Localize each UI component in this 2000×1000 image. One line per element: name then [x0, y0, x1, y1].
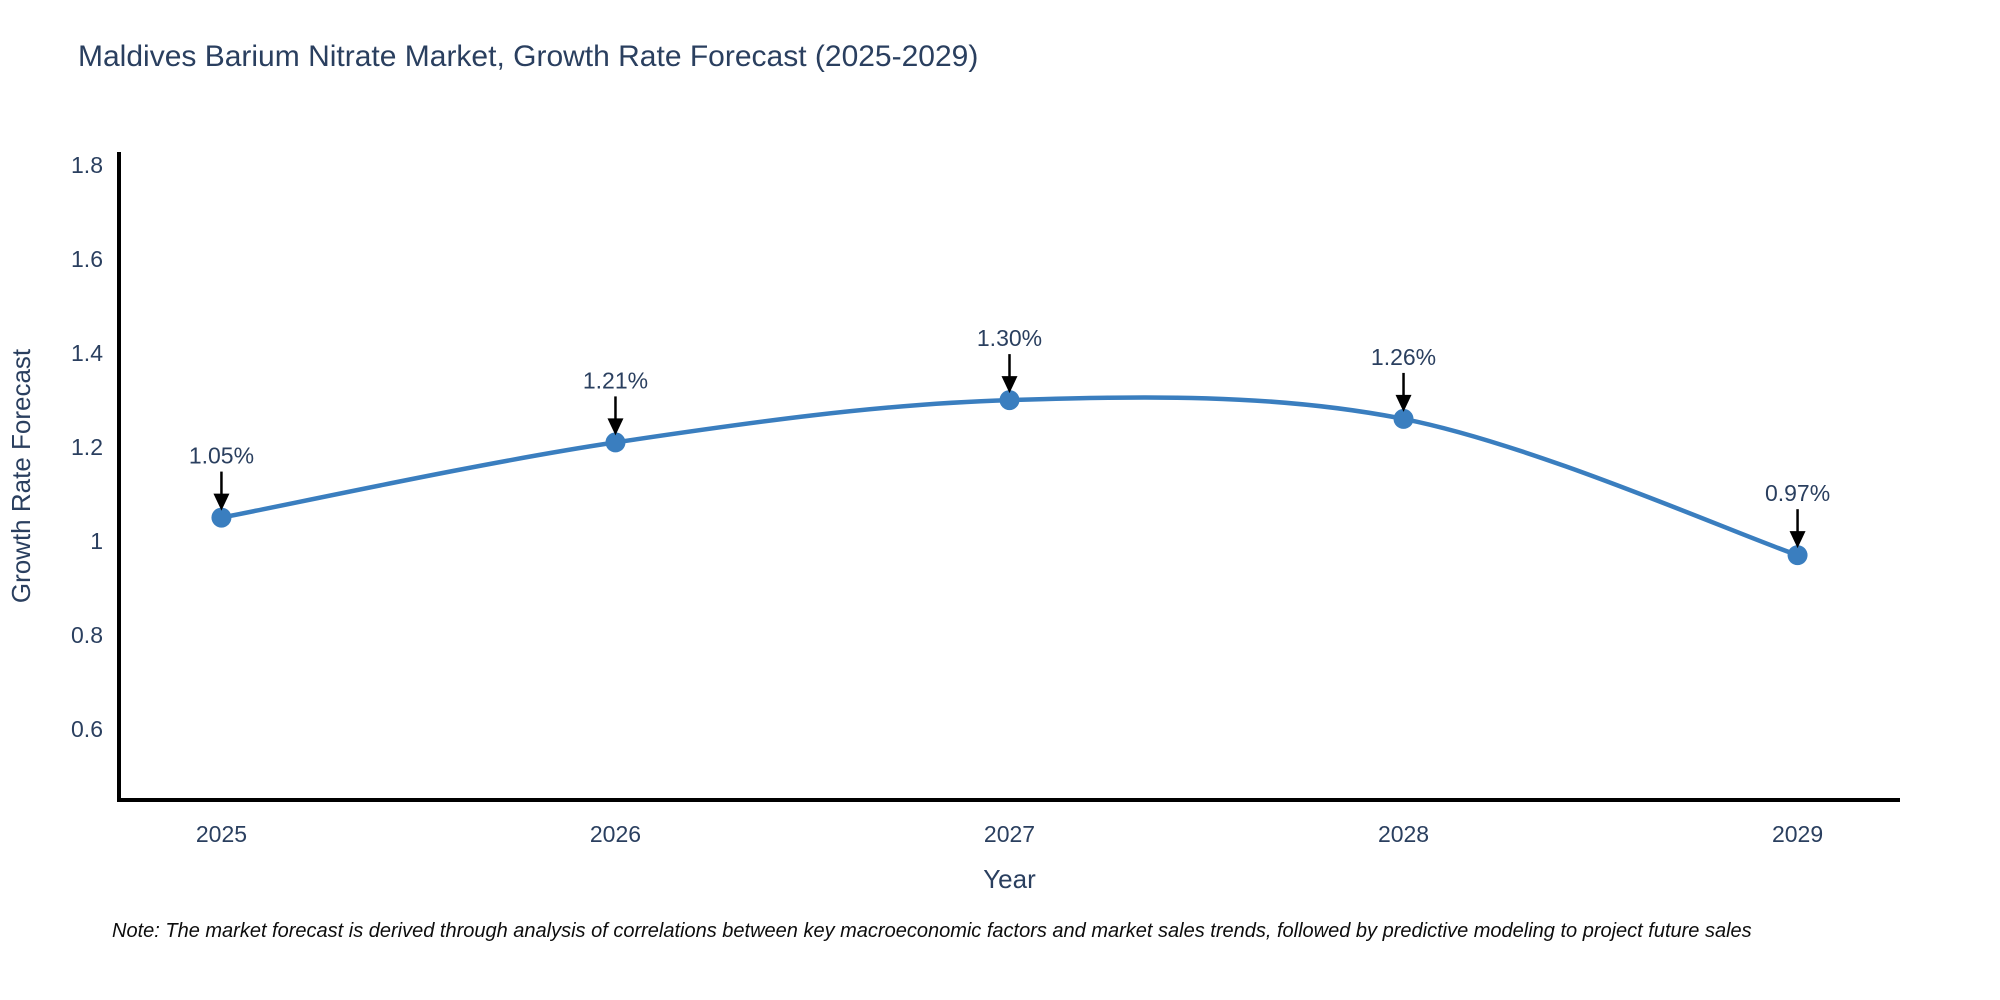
y-axis-title: Growth Rate Forecast: [6, 348, 36, 603]
chart-title: Maldives Barium Nitrate Market, Growth R…: [78, 40, 979, 73]
data-point-marker: [999, 390, 1020, 411]
y-tick-label: 0.8: [71, 622, 103, 648]
data-point-marker: [1787, 545, 1808, 566]
data-point-label: 1.26%: [1371, 344, 1436, 370]
x-tick-label: 2028: [1378, 821, 1429, 847]
annotation-arrowhead: [1001, 376, 1018, 394]
footnote: Note: The market forecast is derived thr…: [112, 920, 1752, 942]
data-point-label: 1.05%: [189, 443, 254, 469]
trend-line: [219, 395, 1800, 558]
data-point-marker: [1393, 408, 1414, 429]
data-point-label: 1.21%: [583, 367, 648, 393]
data-point-label: 1.30%: [977, 325, 1042, 351]
x-tick-label: 2029: [1772, 821, 1823, 847]
data-point-label: 0.97%: [1765, 480, 1830, 506]
x-tick-label: 2026: [590, 821, 641, 847]
y-tick-label: 1: [90, 528, 103, 554]
x-tick-label: 2025: [196, 821, 247, 847]
data-point-marker: [211, 507, 232, 528]
annotation-arrowhead: [213, 493, 230, 511]
annotation-arrowhead: [1789, 531, 1806, 549]
y-tick-label: 1.4: [71, 340, 103, 366]
annotation-arrowhead: [1395, 394, 1412, 412]
y-tick-label: 1.6: [71, 246, 103, 272]
data-point-marker: [605, 432, 626, 453]
x-axis-title: Year: [983, 864, 1036, 894]
y-tick-label: 1.2: [71, 434, 103, 460]
annotation-arrowhead: [607, 418, 624, 436]
y-tick-label: 1.8: [71, 152, 103, 178]
x-tick-label: 2027: [984, 821, 1035, 847]
y-tick-label: 0.6: [71, 716, 103, 742]
